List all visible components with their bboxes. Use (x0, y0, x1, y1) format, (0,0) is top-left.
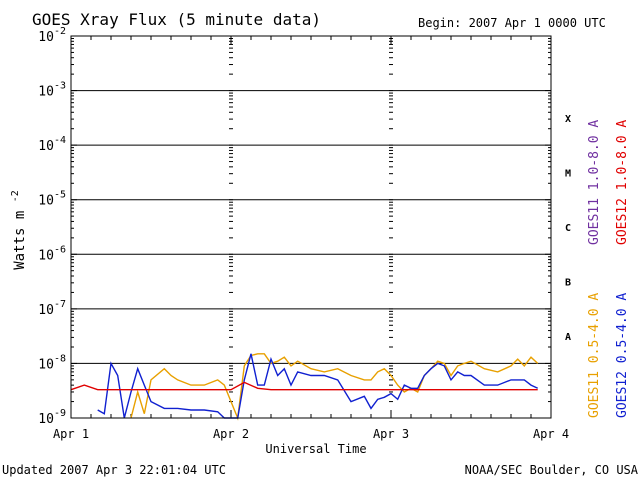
legend-entry: GOES11 1.0-8.0 A (587, 120, 602, 245)
y-axis-label-sup: -2 (10, 190, 21, 202)
flare-class-label: C (565, 223, 571, 234)
svg-text:Watts m -2: Watts m -2 (10, 190, 28, 270)
begin-label: Begin: 2007 Apr 1 0000 UTC (418, 16, 606, 30)
credit-text: NOAA/SEC Boulder, CO USA (465, 463, 639, 477)
legend: GOES11 0.5-4.0 A GOES12 0.5-4.0 A GOES11 1… (587, 120, 630, 418)
flare-class-label: X (565, 114, 571, 125)
flare-class-labels: X M C B A (565, 114, 571, 343)
x-tick-label: Apr 2 (213, 427, 249, 441)
y-tick-label: 10-3 (38, 81, 66, 100)
y-tick-labels: 10-2 10-3 10-4 10-5 10-6 10-7 10-8 10-9 (38, 26, 66, 427)
legend-entry: GOES12 0.5-4.0 A (615, 293, 630, 418)
flare-class-label: M (565, 168, 571, 179)
y-tick-label: 10-5 (38, 190, 66, 209)
y-tick-label: 10-8 (38, 353, 66, 372)
grid-layer (70, 35, 552, 419)
y-tick-label: 10-2 (38, 26, 66, 45)
flare-class-label: A (565, 332, 571, 343)
x-tick-label: Apr 3 (373, 427, 409, 441)
chart-title: GOES Xray Flux (5 minute data) (32, 10, 321, 29)
x-axis-label: Universal Time (265, 442, 366, 456)
legend-entry: GOES11 0.5-4.0 A (587, 293, 602, 418)
y-tick-label: 10-7 (38, 299, 66, 318)
x-tick-label: Apr 1 (53, 427, 89, 441)
updated-timestamp: Updated 2007 Apr 3 22:01:04 UTC (2, 463, 226, 477)
series-line (130, 353, 539, 421)
plot-frame (70, 35, 552, 419)
y-tick-label: 10-9 (38, 408, 66, 427)
y-tick-label: 10-4 (38, 135, 66, 154)
y-axis-label-text: Watts m (12, 211, 28, 270)
y-axis-label: Watts m -2 (10, 190, 28, 270)
legend-entry: GOES12 1.0-8.0 A (615, 120, 630, 245)
y-tick-label: 10-6 (38, 244, 66, 263)
series-line (97, 353, 539, 419)
x-tick-label: Apr 4 (533, 427, 569, 441)
flare-class-label: B (565, 278, 571, 289)
x-tick-labels: Apr 1 Apr 2 Apr 3 Apr 4 (53, 427, 569, 441)
series-line (70, 381, 538, 391)
series-layer (70, 353, 539, 421)
